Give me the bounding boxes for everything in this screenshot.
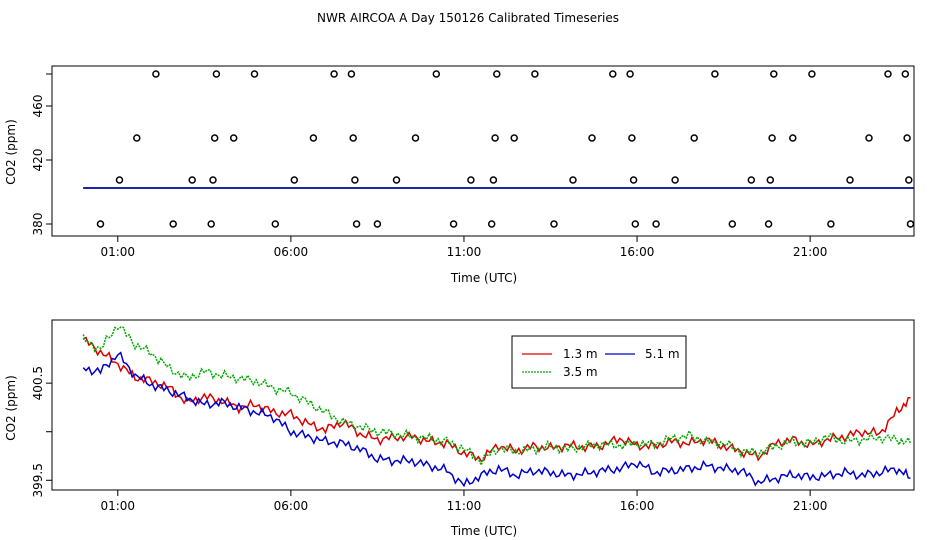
top-marker-13 xyxy=(290,176,299,184)
top-marker-0 xyxy=(96,220,105,228)
top-x-tick-label-4: 21:00 xyxy=(793,245,828,259)
top-marker-42 xyxy=(690,134,698,142)
top-marker-56 xyxy=(901,70,910,78)
bottom-y-axis: 399.5 400.5 xyxy=(31,366,52,497)
top-marker-26 xyxy=(487,220,496,228)
top-marker-32 xyxy=(550,220,558,228)
bottom-x-axis-label: Time (UTC) xyxy=(450,524,517,538)
bottom-y-tick-label-0: 399.5 xyxy=(31,463,45,497)
top-marker-28 xyxy=(491,134,499,142)
legend-box xyxy=(511,335,687,389)
bottom-series-lines xyxy=(82,326,912,488)
top-marker-52 xyxy=(827,220,835,228)
top-marker-50 xyxy=(789,134,797,142)
top-marker-43 xyxy=(711,70,719,78)
top-x-axis-label: Time (UTC) xyxy=(450,271,517,285)
top-plot-frame xyxy=(51,65,915,237)
top-marker-45 xyxy=(747,176,756,184)
top-marker-24 xyxy=(449,220,458,228)
top-marker-27 xyxy=(489,176,498,184)
top-markers xyxy=(96,70,915,228)
bottom-series-5-1-m xyxy=(82,351,911,488)
top-marker-20 xyxy=(373,220,382,228)
top-marker-37 xyxy=(628,134,636,142)
top-marker-30 xyxy=(510,134,518,142)
top-marker-6 xyxy=(207,220,215,228)
top-marker-58 xyxy=(905,176,913,184)
top-y-axis-label: CO2 (ppm) xyxy=(4,119,18,185)
bottom-x-tick-label-0: 01:00 xyxy=(100,499,135,513)
top-marker-35 xyxy=(609,70,617,78)
top-marker-54 xyxy=(865,134,873,142)
top-marker-51 xyxy=(808,70,816,78)
legend-label-3-5m: 3.5 m xyxy=(563,365,598,379)
top-marker-7 xyxy=(209,176,217,184)
top-marker-16 xyxy=(347,70,356,78)
top-marker-38 xyxy=(629,176,638,184)
top-marker-40 xyxy=(652,220,660,228)
top-marker-33 xyxy=(569,176,577,184)
top-marker-1 xyxy=(115,176,124,184)
top-marker-23 xyxy=(432,70,441,78)
bottom-x-tick-label-4: 21:00 xyxy=(793,499,828,513)
bottom-panel: 01:00 06:00 11:00 16:00 21:00 399.5 400.5 Tim… xyxy=(4,319,915,538)
top-marker-19 xyxy=(352,220,361,228)
top-marker-31 xyxy=(531,70,539,78)
top-marker-47 xyxy=(766,176,775,184)
top-marker-14 xyxy=(309,134,318,142)
top-marker-4 xyxy=(169,220,177,228)
top-x-tick-label-2: 11:00 xyxy=(447,245,482,259)
top-marker-22 xyxy=(411,134,420,142)
top-marker-55 xyxy=(884,70,892,78)
top-marker-12 xyxy=(271,220,280,228)
top-marker-49 xyxy=(770,70,778,78)
top-marker-53 xyxy=(846,176,854,184)
top-marker-10 xyxy=(229,134,238,142)
top-marker-36 xyxy=(626,70,634,78)
top-marker-46 xyxy=(764,220,773,228)
bottom-x-tick-label-1: 06:00 xyxy=(274,499,309,513)
legend: 1.3 m 3.5 m 5.1 m xyxy=(511,335,687,389)
top-x-tick-label-0: 01:00 xyxy=(100,245,135,259)
top-y-axis: 380 420 460 xyxy=(31,73,52,236)
top-marker-18 xyxy=(351,176,359,184)
top-marker-59 xyxy=(906,220,915,228)
bottom-x-tick-label-3: 16:00 xyxy=(620,499,655,513)
top-marker-57 xyxy=(903,134,911,142)
top-marker-48 xyxy=(768,134,776,142)
top-marker-5 xyxy=(188,176,196,184)
top-marker-39 xyxy=(631,220,640,228)
top-panel: 01:00 06:00 11:00 16:00 21:00 380 420 460 Time… xyxy=(4,65,915,285)
legend-label-1-3m: 1.3 m xyxy=(563,347,598,361)
bottom-plot-frame xyxy=(51,319,915,491)
top-marker-29 xyxy=(493,70,501,78)
top-marker-41 xyxy=(671,176,679,184)
top-x-tick-label-1: 06:00 xyxy=(274,245,309,259)
figure-title: NWR AIRCOA A Day 150126 Calibrated Times… xyxy=(317,11,619,25)
top-marker-2 xyxy=(133,134,141,142)
legend-label-5-1m: 5.1 m xyxy=(645,347,680,361)
bottom-x-tick-label-2: 11:00 xyxy=(447,499,482,513)
top-marker-21 xyxy=(392,176,401,184)
bottom-y-axis-label: CO2 (ppm) xyxy=(4,375,18,441)
bottom-y-tick-label-2: 400.5 xyxy=(31,366,45,400)
top-marker-11 xyxy=(250,70,259,78)
top-marker-25 xyxy=(467,176,475,184)
top-x-tick-label-3: 16:00 xyxy=(620,245,655,259)
top-marker-17 xyxy=(349,134,357,142)
top-marker-3 xyxy=(152,70,160,78)
bottom-x-axis: 01:00 06:00 11:00 16:00 21:00 xyxy=(100,490,827,513)
top-marker-34 xyxy=(588,134,596,142)
bottom-series-3-5-m xyxy=(82,326,912,468)
top-marker-15 xyxy=(330,70,338,78)
top-y-tick-label-0: 380 xyxy=(31,213,45,236)
top-y-tick-label-1: 420 xyxy=(31,149,45,172)
top-marker-8 xyxy=(210,134,219,142)
top-y-tick-label-2: 460 xyxy=(31,95,45,118)
top-marker-9 xyxy=(212,70,221,78)
top-marker-44 xyxy=(728,220,737,228)
top-x-axis: 01:00 06:00 11:00 16:00 21:00 xyxy=(100,236,827,259)
